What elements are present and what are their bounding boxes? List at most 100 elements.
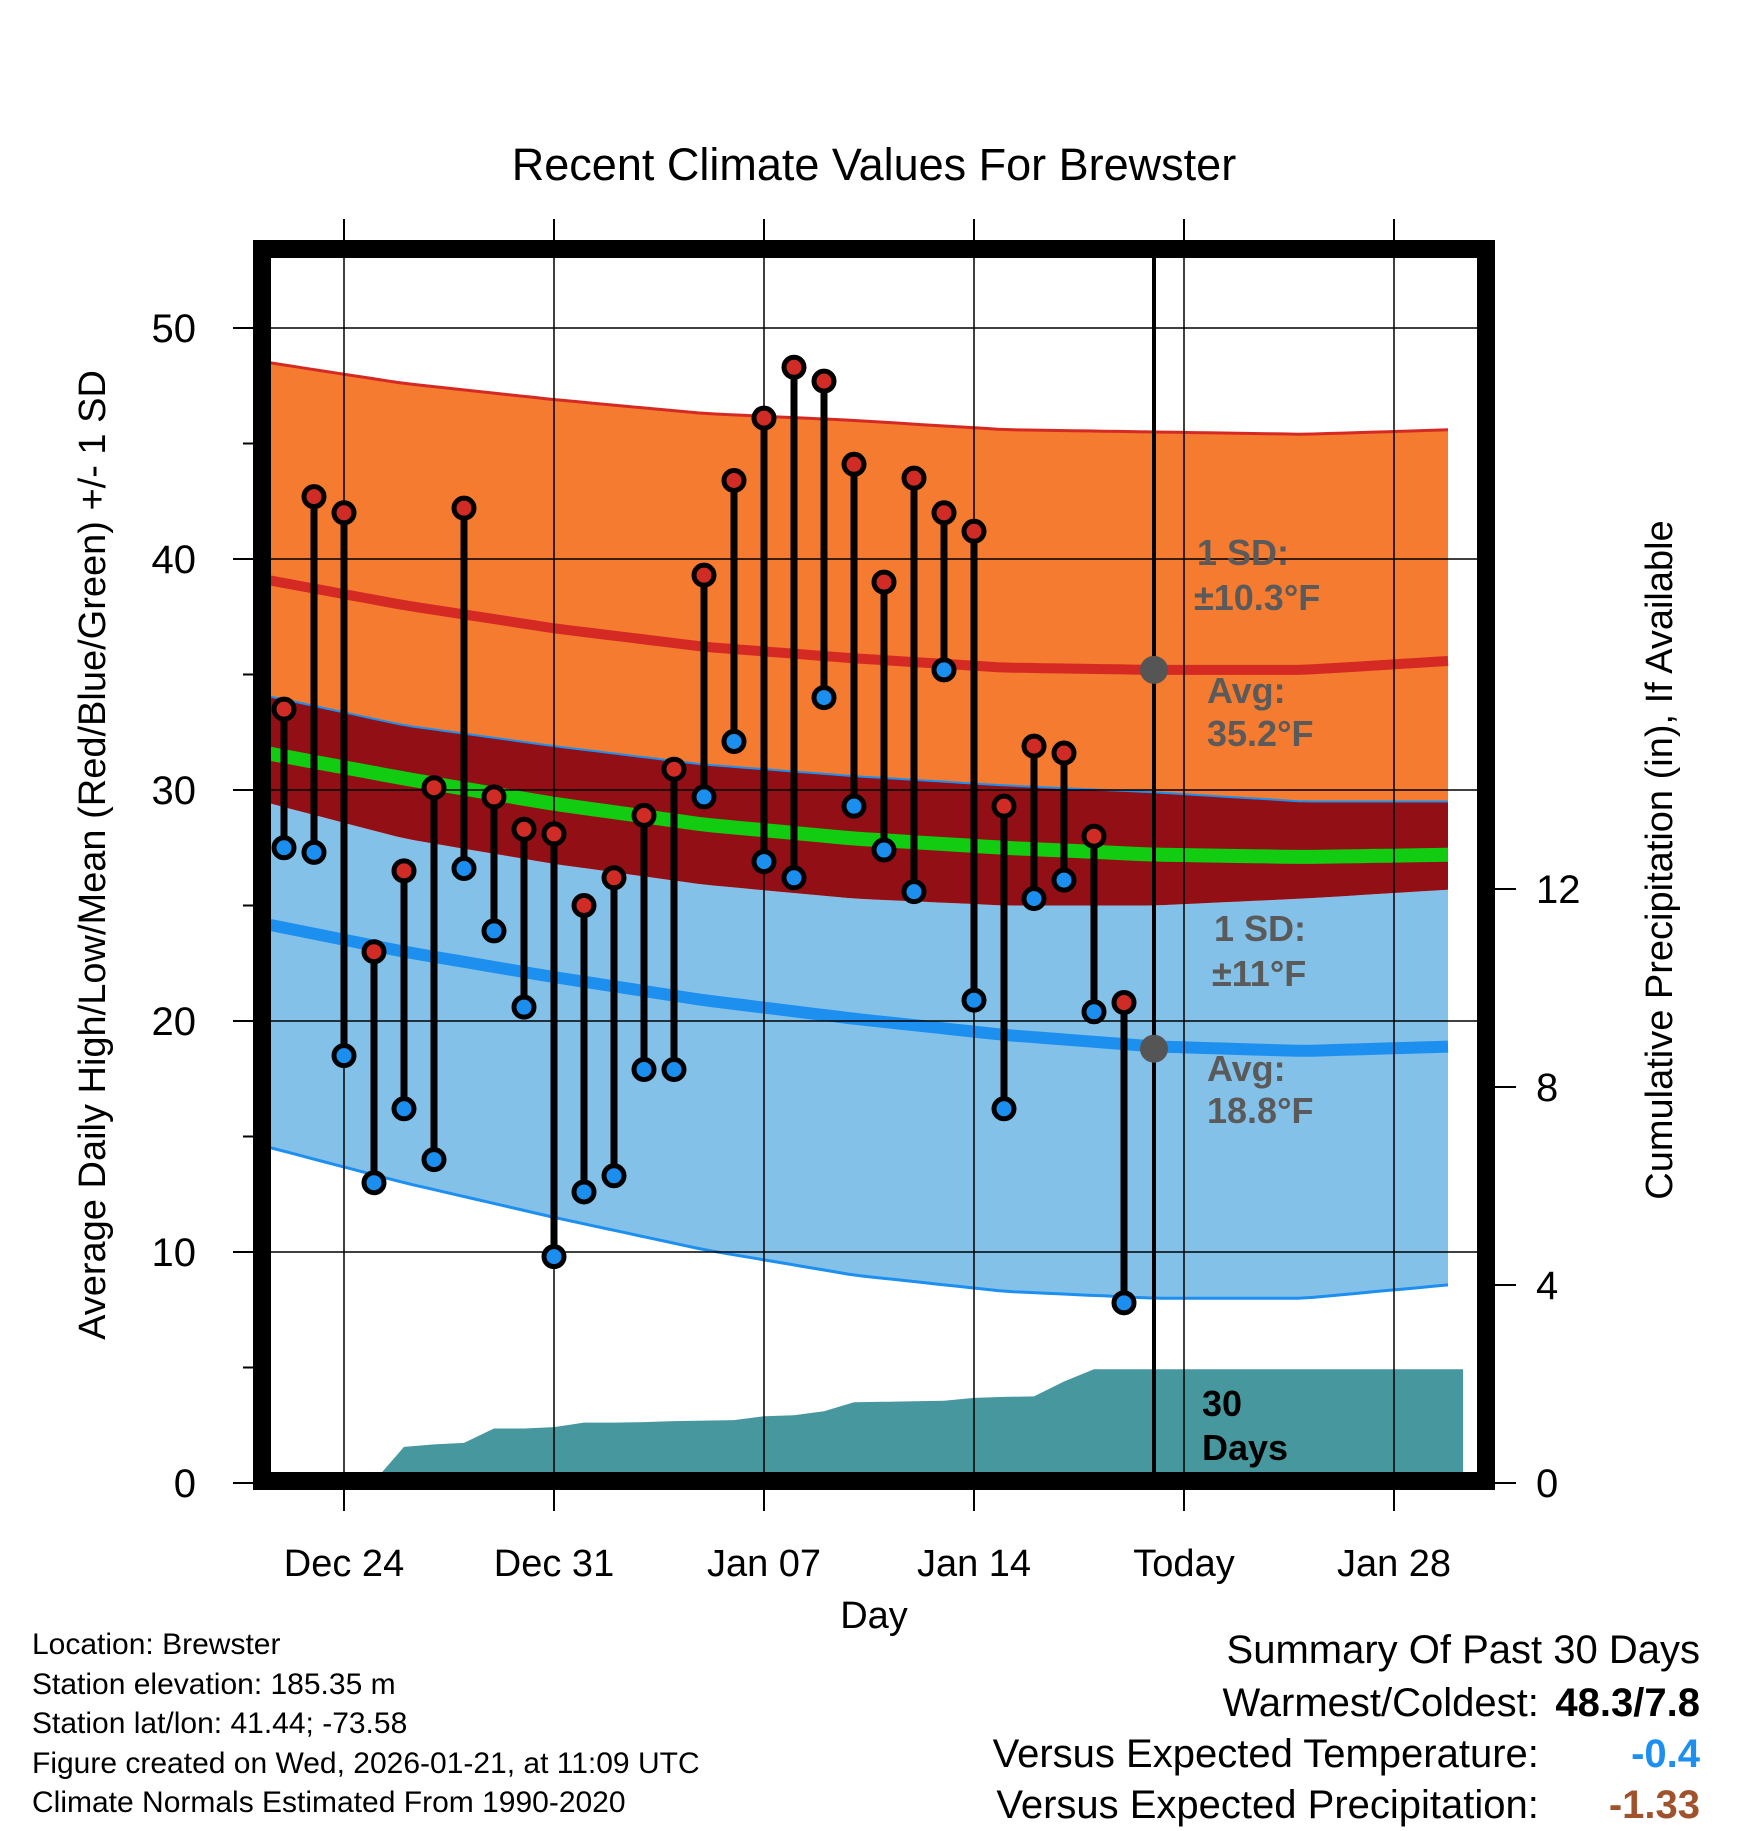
plot-frame <box>253 240 1495 1490</box>
daily-high-point <box>841 451 867 477</box>
y-tick-label: 30 <box>152 769 197 813</box>
low-avg-marker <box>1140 1034 1168 1063</box>
daily-low-point <box>511 994 537 1020</box>
high-sd-value: ±10.3°F <box>1194 577 1320 618</box>
x-tick-label: Jan 28 <box>1337 1543 1451 1585</box>
temp-label: Versus Expected Temperature: <box>992 1732 1539 1776</box>
daily-high-point <box>751 405 777 431</box>
precip-area <box>262 1369 1463 1481</box>
location-text: Location: Brewster <box>32 1628 281 1661</box>
x-axis-label: Day <box>840 1595 908 1637</box>
daily-low-point <box>991 1096 1017 1122</box>
y2-tick-label: 4 <box>1536 1264 1558 1308</box>
daily-low-point <box>331 1043 357 1069</box>
daily-high-point <box>991 793 1017 819</box>
x-tick-label: Dec 31 <box>494 1543 614 1585</box>
x-tick-label: Dec 24 <box>284 1543 404 1585</box>
low-sd-band <box>262 801 1448 1299</box>
daily-high-point <box>331 500 357 526</box>
daily-low-point <box>361 1170 387 1196</box>
daily-low-point <box>1021 886 1047 912</box>
daily-high-point <box>391 858 417 884</box>
daily-low-point <box>721 728 747 754</box>
y2-axis-label: Cumulative Precipitation (in), If Availa… <box>1639 520 1681 1199</box>
summary-warmest-coldest: Warmest/Coldest: 48.3/7.8 <box>993 1678 1701 1729</box>
low-avg-label: Avg: <box>1207 1048 1286 1089</box>
x-tick-label: Jan 07 <box>707 1543 821 1585</box>
daily-low-point <box>781 865 807 891</box>
daily-high-point <box>361 939 387 965</box>
warmest-coldest-label: Warmest/Coldest: <box>1222 1681 1539 1725</box>
daily-low-point <box>691 784 717 810</box>
normal-high-line <box>262 573 1449 675</box>
daily-low-point <box>661 1057 687 1083</box>
high-sd-label: 1 SD: <box>1197 532 1289 573</box>
daily-low-point <box>811 685 837 711</box>
daily-high-point <box>661 756 687 782</box>
summary-title: Summary Of Past 30 Days <box>1226 1628 1700 1672</box>
precip-value: -1.33 <box>1608 1783 1700 1827</box>
daily-low-point <box>961 987 987 1013</box>
days-number: 30 <box>1202 1383 1242 1424</box>
latlon-text: Station lat/lon: 41.44; -73.58 <box>32 1707 408 1740</box>
y-tick-label: 50 <box>152 307 197 351</box>
high-upper-edge <box>262 360 1449 436</box>
low-sd-value: ±11°F <box>1212 953 1306 994</box>
daily-high-point <box>571 893 597 918</box>
low-avg-value: 18.8°F <box>1207 1090 1313 1131</box>
x-tick-label: Today <box>1133 1543 1234 1585</box>
y-tick-label: 20 <box>152 1000 197 1044</box>
normals-text: Climate Normals Estimated From 1990-2020 <box>32 1786 626 1819</box>
normal-low-line <box>262 917 1449 1057</box>
daily-high-point <box>511 816 537 842</box>
daily-high-point <box>1021 733 1047 759</box>
y-tick-label: 40 <box>152 538 197 582</box>
high-avg-value: 35.2°F <box>1207 713 1313 754</box>
daily-high-point <box>1081 823 1107 849</box>
daily-high-point <box>961 518 987 544</box>
daily-low-point <box>481 918 507 944</box>
daily-low-point <box>901 879 927 905</box>
daily-high-point <box>421 775 447 801</box>
daily-high-point <box>481 784 507 810</box>
daily-low-point <box>271 835 297 861</box>
daily-high-point <box>1051 740 1077 766</box>
low-sd-label: 1 SD: <box>1214 908 1306 949</box>
summary-precip: Versus Expected Precipitation: -1.33 <box>993 1780 1700 1831</box>
high-avg-marker <box>1140 655 1168 684</box>
x-tick-label: Jan 14 <box>917 1543 1031 1585</box>
daily-high-point <box>631 802 657 828</box>
y-tick-label: 10 <box>152 1231 197 1275</box>
y-axis-label: Average Daily High/Low/Mean (Red/Blue/Gr… <box>72 370 114 1340</box>
y2-tick-label: 12 <box>1536 868 1581 912</box>
daily-high-point <box>781 354 807 380</box>
daily-low-point <box>571 1179 597 1205</box>
daily-high-point <box>931 500 957 526</box>
daily-high-point <box>601 865 627 891</box>
daily-high-point <box>691 562 717 588</box>
daily-low-point <box>841 793 867 819</box>
daily-low-point <box>451 856 477 882</box>
daily-low-point <box>421 1147 447 1173</box>
daily-low-point <box>751 849 777 875</box>
temp-value: -0.4 <box>1631 1732 1700 1776</box>
daily-high-point <box>721 467 747 493</box>
station-info: Location: Brewster Station elevation: 18… <box>32 1625 700 1823</box>
daily-low-point <box>1081 999 1107 1025</box>
daily-high-point <box>1111 990 1137 1016</box>
precip-label: Versus Expected Precipitation: <box>996 1783 1539 1827</box>
daily-low-point <box>871 837 897 863</box>
daily-low-point <box>1051 867 1077 893</box>
daily-high-point <box>811 368 837 394</box>
daily-high-point <box>271 696 297 722</box>
daily-low-point <box>301 839 327 865</box>
daily-high-point <box>301 484 327 510</box>
high-avg-label: Avg: <box>1207 670 1286 711</box>
high-lower-edge <box>262 693 1448 803</box>
axes: 0 10 20 30 40 50 0 4 8 12 Dec 24 Dec 31 Jan 07 Jan 14… <box>152 219 1581 1585</box>
y2-tick-label: 8 <box>1536 1066 1558 1110</box>
elevation-text: Station elevation: 185.35 m <box>32 1667 396 1701</box>
daily-low-point <box>1111 1290 1137 1316</box>
daily-low-point <box>931 657 957 683</box>
days-word: Days <box>1202 1427 1288 1468</box>
